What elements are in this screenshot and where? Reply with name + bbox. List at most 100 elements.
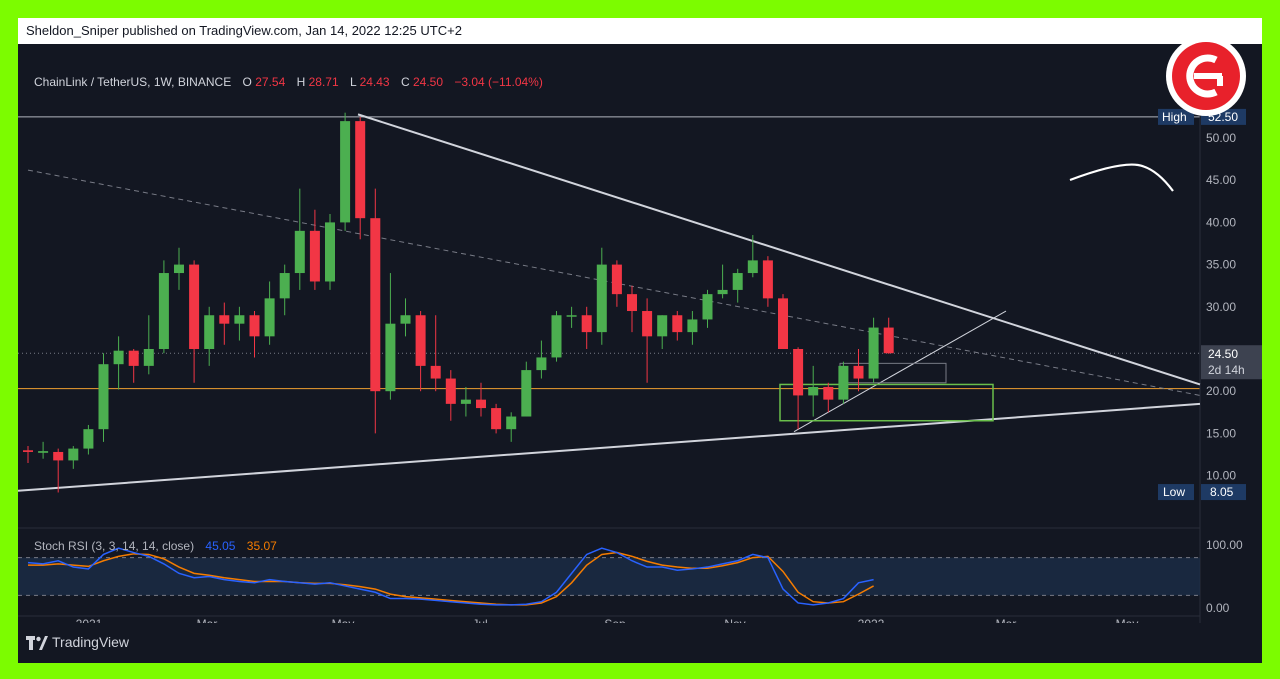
- candle-body: [793, 349, 804, 396]
- candle: [762, 256, 773, 307]
- demand-zone-box: [779, 383, 994, 422]
- candle: [189, 260, 200, 383]
- candle: [158, 260, 169, 354]
- time-tick-label: May: [1116, 617, 1139, 623]
- brand-name[interactable]: TradingView: [52, 634, 130, 650]
- candle-body: [702, 294, 713, 320]
- candle: [611, 260, 622, 307]
- candle-body: [611, 264, 622, 295]
- candle-body: [808, 386, 819, 396]
- candle-body: [627, 294, 637, 312]
- candle-body: [370, 218, 381, 392]
- candle: [883, 317, 894, 354]
- current-price-value: 24.50: [1208, 347, 1238, 361]
- candle-body: [415, 315, 426, 366]
- time-tick-label: Jul: [472, 617, 487, 623]
- candle-body: [460, 399, 471, 404]
- candle: [732, 268, 743, 303]
- bar-countdown: 2d 14h: [1208, 363, 1245, 377]
- candle-body: [158, 273, 169, 349]
- candle: [672, 311, 683, 341]
- chart-background: [18, 44, 1262, 623]
- candle: [687, 311, 698, 345]
- candle-body: [536, 357, 547, 371]
- candle-body: [521, 370, 532, 417]
- candle-body: [868, 327, 879, 379]
- candle: [460, 386, 471, 417]
- candle: [98, 353, 109, 442]
- time-tick-label: 2021: [76, 617, 103, 623]
- candle: [445, 370, 456, 421]
- candle-body: [672, 315, 683, 333]
- descending-trendline: [357, 113, 1201, 386]
- candle-body: [823, 386, 834, 400]
- candle-body: [113, 350, 124, 365]
- candle-body: [143, 349, 154, 366]
- candle-body: [687, 319, 698, 333]
- candle-body: [385, 323, 396, 392]
- candle: [264, 281, 275, 345]
- candle-body: [189, 264, 200, 349]
- candle: [491, 403, 502, 434]
- candle: [476, 382, 486, 417]
- low-tag: [1158, 484, 1194, 501]
- candle: [83, 424, 94, 455]
- price-tick-label: 30.00: [1206, 300, 1236, 314]
- candle-body: [325, 222, 335, 282]
- candle-body: [23, 450, 33, 452]
- stoch-label: Stoch RSI (3, 3, 14, 14, close): [34, 539, 194, 553]
- symbol-legend[interactable]: ChainLink / TetherUS, 1W, BINANCE O 27.5…: [34, 75, 543, 89]
- candle-body: [98, 364, 109, 430]
- candle: [536, 340, 547, 379]
- candle: [702, 289, 713, 328]
- candle-body: [476, 399, 486, 409]
- candle: [355, 116, 366, 240]
- logo-badge-icon: [1166, 36, 1246, 116]
- candle-body: [747, 260, 758, 274]
- candle: [325, 213, 335, 290]
- minor-trendline: [793, 310, 1007, 433]
- price-tick-label: 50.00: [1206, 131, 1236, 145]
- candle: [309, 209, 320, 290]
- candle-body: [174, 264, 184, 274]
- high-tag: [1158, 108, 1194, 125]
- current-price-tag: [1201, 345, 1262, 380]
- candle: [219, 302, 230, 345]
- axes-group: 50.00 45.00 40.00 35.00 30.00 20.00 15.00 10.00…: [76, 108, 1262, 623]
- candle: [128, 349, 139, 383]
- stoch-tick-label: 0.00: [1206, 601, 1230, 615]
- candle: [53, 448, 64, 493]
- candle: [853, 349, 864, 392]
- open-label: O: [243, 75, 252, 89]
- open-value: 27.54: [255, 75, 285, 89]
- candle: [340, 112, 351, 231]
- candles-group[interactable]: [23, 112, 894, 493]
- candle: [506, 412, 517, 442]
- candle-body: [581, 315, 592, 333]
- tradingview-logo-icon: [26, 636, 48, 650]
- candle-body: [83, 429, 94, 449]
- time-tick-label: Sep: [604, 617, 626, 623]
- stoch-legend[interactable]: Stoch RSI (3, 3, 14, 14, close) 45.05 35…: [34, 539, 277, 553]
- candle-body: [762, 260, 773, 299]
- candle-body: [400, 315, 411, 324]
- candle: [717, 264, 728, 299]
- candle: [415, 311, 426, 392]
- stoch-k-value: 45.05: [205, 539, 235, 553]
- candle: [23, 446, 33, 463]
- price-tick-label: 40.00: [1206, 215, 1236, 229]
- candle: [642, 298, 653, 383]
- candle-body: [219, 315, 230, 324]
- candle: [204, 306, 215, 366]
- price-tick-label: 35.00: [1206, 258, 1236, 272]
- price-chart[interactable]: 50.00 45.00 40.00 35.00 30.00 20.00 15.00 10.00…: [18, 44, 1262, 623]
- publish-info: Sheldon_Sniper published on TradingView.…: [26, 23, 462, 38]
- candle: [657, 315, 668, 349]
- candle-body: [249, 315, 260, 337]
- stoch-rsi-pane[interactable]: [18, 547, 1200, 617]
- candle-body: [566, 315, 577, 317]
- candle: [838, 361, 849, 404]
- candle: [294, 188, 305, 290]
- symbol-name: ChainLink / TetherUS, 1W, BINANCE: [34, 75, 231, 89]
- candle: [521, 361, 532, 417]
